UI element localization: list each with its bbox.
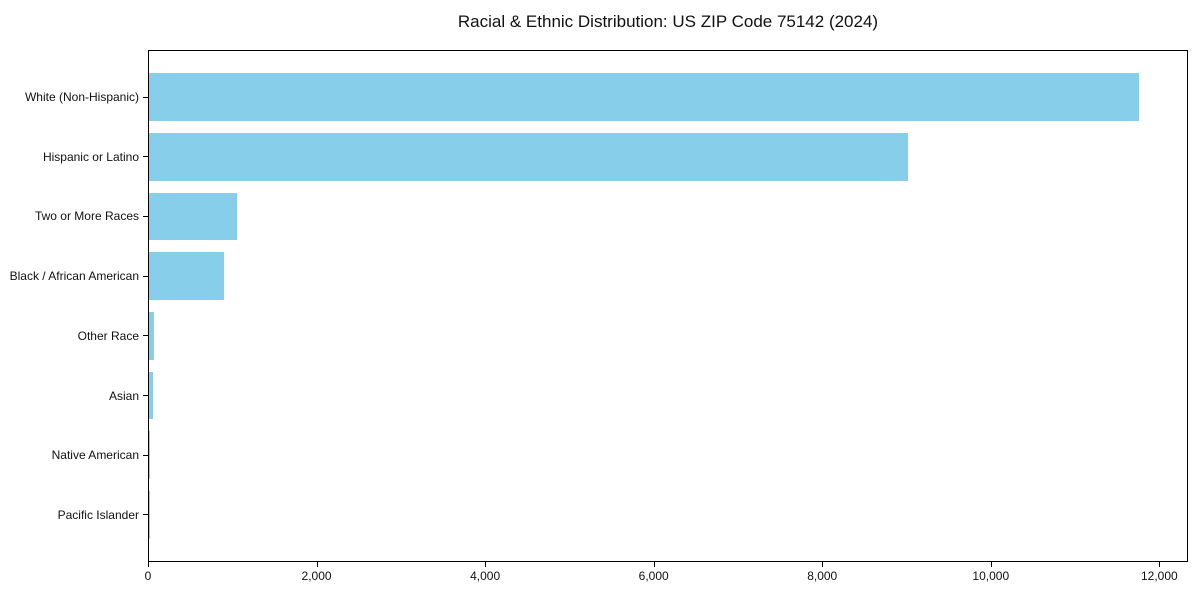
y-tick-mark bbox=[143, 215, 148, 217]
y-tick-label: White (Non-Hispanic) bbox=[24, 90, 139, 105]
plot-area bbox=[148, 50, 1188, 562]
x-tick-mark bbox=[485, 562, 487, 567]
y-tick-label: Black / African American bbox=[9, 269, 139, 284]
y-tick-label: Other Race bbox=[77, 328, 139, 343]
y-tick-mark bbox=[143, 96, 148, 98]
y-tick-mark bbox=[143, 275, 148, 277]
y-tick-mark bbox=[143, 395, 148, 396]
bar bbox=[149, 192, 238, 241]
x-tick-mark bbox=[822, 562, 824, 567]
x-tick-label: 2,000 bbox=[301, 569, 332, 583]
bar bbox=[149, 132, 908, 181]
x-tick-label: 6,000 bbox=[638, 569, 669, 583]
x-tick-label: 0 bbox=[144, 569, 152, 583]
y-tick-mark bbox=[143, 156, 148, 158]
y-tick-mark bbox=[143, 335, 148, 337]
y-tick-label: Pacific Islander bbox=[57, 507, 139, 522]
x-tick-label: 12,000 bbox=[1140, 569, 1178, 583]
x-tick-mark bbox=[316, 562, 318, 567]
chart-title: Racial & Ethnic Distribution: US ZIP Cod… bbox=[457, 12, 879, 31]
bar bbox=[149, 431, 150, 480]
y-tick-mark bbox=[143, 454, 148, 456]
x-tick-mark bbox=[990, 562, 992, 567]
y-tick-label: Asian bbox=[108, 388, 139, 403]
y-tick-label: Hispanic or Latino bbox=[42, 149, 139, 164]
y-tick-label: Native American bbox=[51, 448, 139, 463]
y-tick-mark bbox=[143, 514, 148, 516]
bar bbox=[149, 73, 1140, 121]
x-tick-label: 8,000 bbox=[807, 569, 838, 583]
x-tick-mark bbox=[1159, 562, 1161, 567]
y-tick-label: Two or More Races bbox=[34, 209, 139, 224]
x-tick-mark bbox=[653, 562, 655, 567]
bar bbox=[149, 252, 224, 301]
x-tick-label: 4,000 bbox=[470, 569, 501, 583]
bar bbox=[149, 311, 155, 360]
x-tick-label: 10,000 bbox=[972, 569, 1010, 583]
bar bbox=[149, 371, 153, 420]
x-tick-mark bbox=[148, 562, 149, 567]
